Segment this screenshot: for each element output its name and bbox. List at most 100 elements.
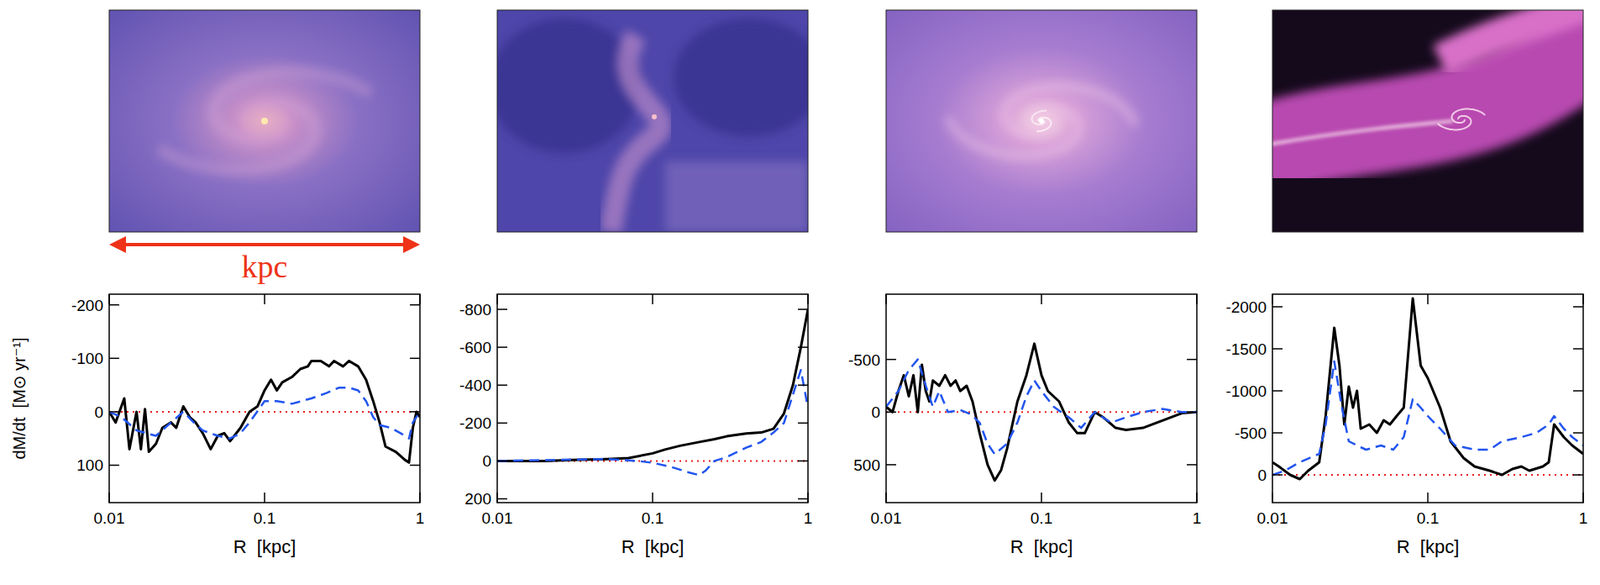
y-tick — [1186, 358, 1197, 361]
y-tick-label: 500 — [853, 456, 881, 474]
y-tick — [797, 383, 808, 386]
streak — [1272, 120, 1454, 145]
x-tick — [1196, 492, 1198, 503]
reference-line — [1272, 473, 1584, 476]
y-tick — [1186, 411, 1197, 414]
x-tick — [1426, 293, 1429, 305]
y-tick — [497, 422, 508, 425]
series-line — [497, 309, 808, 461]
y-axis-title: dM/dt [M⊙ yr⁻¹] — [10, 336, 29, 459]
x-tick — [108, 492, 111, 503]
x-tick-label: 0.1 — [641, 508, 664, 527]
x-tick — [885, 492, 887, 503]
reference-line — [109, 410, 420, 413]
x-tick — [1040, 293, 1043, 305]
arrow-shaft — [120, 242, 409, 247]
image-ground — [886, 10, 1197, 232]
y-tick-label: -500 — [848, 351, 881, 369]
y-tick — [409, 410, 420, 413]
y-tick — [1573, 473, 1584, 476]
x-tick-label: 1 — [1192, 508, 1202, 527]
inner-arm — [1036, 117, 1051, 132]
y-tick-label: -1500 — [1225, 340, 1267, 358]
inner-arm — [1452, 109, 1486, 124]
y-tick-label: 0 — [870, 403, 881, 421]
core — [651, 114, 657, 120]
series-line — [497, 369, 808, 475]
y-tick — [1272, 473, 1283, 476]
y-tick — [109, 464, 120, 467]
y-tick — [497, 498, 508, 500]
x-tick — [1582, 492, 1585, 503]
y-tick — [1272, 431, 1283, 434]
void — [673, 18, 808, 137]
y-tick-label: -200 — [459, 414, 492, 432]
x-axis-title: R [kpc] — [1010, 535, 1074, 557]
y-tick-label: -1000 — [1225, 382, 1267, 400]
image-frame — [1272, 10, 1584, 232]
y-tick — [109, 304, 120, 306]
series-line — [109, 360, 420, 462]
y-tick — [409, 357, 420, 360]
y-tick — [1573, 431, 1584, 434]
y-tick — [497, 346, 508, 348]
chart-panel: 0.010.11-2000-1500-1000-5000R [kpc] — [1225, 293, 1588, 557]
y-tick — [1573, 305, 1584, 308]
annotation: kpc — [241, 248, 289, 284]
y-tick-label: 100 — [76, 456, 104, 474]
x-tick-label: 0.01 — [482, 508, 514, 527]
y-tick — [497, 383, 508, 386]
x-tick — [419, 492, 421, 503]
y-tick — [409, 464, 420, 467]
series-line — [1272, 361, 1584, 475]
x-tick — [885, 293, 887, 305]
y-tick — [1573, 347, 1584, 350]
series-line — [1272, 298, 1584, 479]
arrow-head — [109, 236, 126, 253]
x-tick-label: 0.1 — [1416, 508, 1439, 527]
x-tick — [807, 492, 809, 503]
x-tick — [651, 293, 654, 305]
inner-arm — [1437, 115, 1472, 131]
plot-area — [886, 343, 1197, 481]
y-tick — [886, 358, 897, 361]
x-tick — [496, 492, 499, 503]
x-tick-label: 1 — [415, 508, 425, 527]
simulation-image — [886, 10, 1197, 232]
x-tick — [1271, 293, 1274, 305]
series-line — [886, 343, 1197, 481]
y-tick — [497, 460, 508, 462]
chart-panel: 0.010.11-200-1000100R [kpc]dM/dt [M⊙ yr⁻… — [10, 293, 425, 557]
x-tick — [263, 293, 266, 305]
x-axis-title: R [kpc] — [621, 535, 685, 557]
y-tick-label: 200 — [464, 489, 492, 508]
image-frame — [109, 10, 420, 232]
y-tick — [1573, 389, 1584, 392]
series-line — [109, 387, 420, 438]
image-ground — [109, 10, 420, 232]
y-tick-label: -600 — [459, 338, 492, 357]
x-tick — [108, 293, 111, 305]
core — [261, 117, 268, 125]
plot-area — [1272, 298, 1584, 479]
gas — [665, 161, 808, 232]
arrow-head — [403, 236, 420, 253]
y-tick — [1272, 389, 1283, 392]
y-tick — [797, 460, 808, 462]
x-tick — [1040, 492, 1043, 503]
figure: 0.010.11-200-1000100R [kpc]dM/dt [M⊙ yr⁻… — [0, 0, 1600, 585]
x-tick-label: 0.01 — [870, 508, 903, 527]
y-tick-label: 0 — [94, 403, 104, 421]
y-tick — [497, 308, 508, 310]
x-tick-label: 0.01 — [94, 508, 126, 527]
x-tick-label: 0.1 — [253, 508, 276, 527]
plot-frame — [109, 293, 420, 503]
simulation-image — [1272, 10, 1584, 232]
y-tick — [886, 411, 897, 414]
core — [1038, 118, 1044, 124]
series-line — [886, 359, 1197, 455]
plot-frame — [1272, 293, 1584, 503]
plot-area — [497, 309, 808, 475]
chart-panel: 0.010.11-800-600-400-2000200R [kpc] — [459, 293, 813, 557]
y-tick — [797, 498, 808, 500]
